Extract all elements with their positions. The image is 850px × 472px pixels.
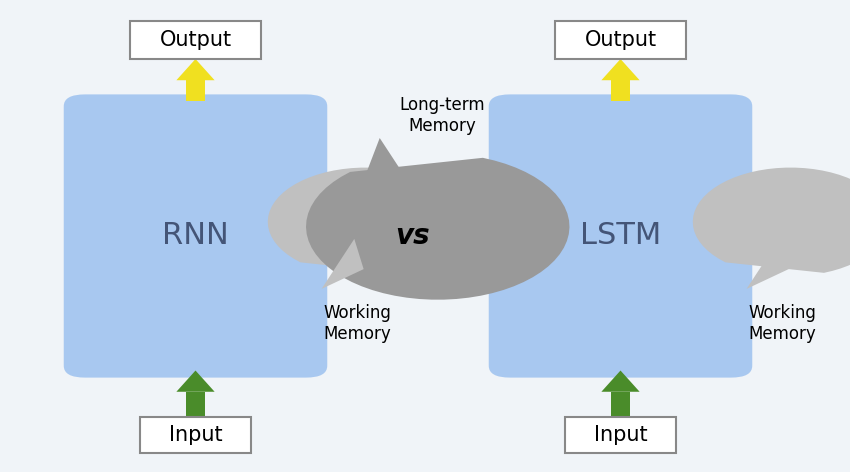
Polygon shape bbox=[186, 392, 205, 417]
FancyBboxPatch shape bbox=[130, 21, 262, 59]
Text: Input: Input bbox=[168, 425, 223, 445]
Polygon shape bbox=[177, 371, 214, 392]
Polygon shape bbox=[746, 239, 789, 289]
FancyBboxPatch shape bbox=[489, 94, 752, 378]
Polygon shape bbox=[186, 80, 205, 101]
Text: vs: vs bbox=[395, 222, 429, 250]
Text: LSTM: LSTM bbox=[580, 221, 661, 251]
Text: Output: Output bbox=[585, 30, 656, 50]
Text: RNN: RNN bbox=[162, 221, 229, 251]
FancyBboxPatch shape bbox=[554, 21, 686, 59]
Polygon shape bbox=[693, 168, 850, 273]
Polygon shape bbox=[601, 371, 639, 392]
Text: Output: Output bbox=[160, 30, 231, 50]
Polygon shape bbox=[601, 59, 639, 80]
FancyBboxPatch shape bbox=[140, 418, 251, 453]
Text: Working
Memory: Working Memory bbox=[748, 304, 816, 343]
Polygon shape bbox=[268, 168, 463, 273]
Text: Working
Memory: Working Memory bbox=[323, 304, 391, 343]
FancyBboxPatch shape bbox=[64, 94, 327, 378]
Polygon shape bbox=[321, 239, 364, 289]
Polygon shape bbox=[611, 80, 630, 101]
Polygon shape bbox=[306, 158, 570, 300]
Polygon shape bbox=[611, 392, 630, 417]
Polygon shape bbox=[366, 138, 420, 200]
Text: Input: Input bbox=[593, 425, 648, 445]
Text: Long-term
Memory: Long-term Memory bbox=[400, 96, 484, 135]
Polygon shape bbox=[177, 59, 214, 80]
FancyBboxPatch shape bbox=[565, 418, 676, 453]
